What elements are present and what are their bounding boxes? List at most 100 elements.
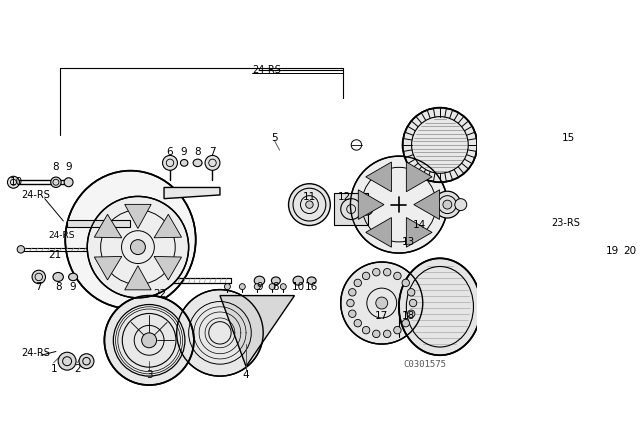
- Text: 7: 7: [209, 147, 216, 157]
- Circle shape: [239, 284, 245, 289]
- Text: 8: 8: [55, 282, 61, 292]
- Text: 15: 15: [561, 133, 575, 142]
- Text: 24-RS: 24-RS: [252, 65, 281, 75]
- Text: 7: 7: [35, 282, 42, 292]
- Circle shape: [254, 284, 260, 289]
- Text: 11: 11: [303, 192, 316, 202]
- Bar: [334, 194, 367, 225]
- Text: 1: 1: [51, 364, 57, 374]
- Text: 8: 8: [195, 147, 201, 157]
- Ellipse shape: [68, 273, 77, 280]
- Text: 24-RS: 24-RS: [21, 190, 50, 200]
- Circle shape: [225, 284, 230, 289]
- Text: 9: 9: [181, 147, 188, 157]
- Circle shape: [347, 299, 354, 307]
- Circle shape: [205, 155, 220, 170]
- Ellipse shape: [399, 258, 481, 355]
- Text: 13: 13: [402, 237, 415, 247]
- Bar: [574, 254, 615, 273]
- Ellipse shape: [53, 272, 63, 281]
- Text: 3: 3: [146, 370, 152, 380]
- Polygon shape: [154, 256, 182, 280]
- Text: 21: 21: [49, 250, 61, 259]
- Circle shape: [131, 240, 145, 254]
- Circle shape: [351, 156, 447, 253]
- Circle shape: [349, 289, 356, 296]
- Polygon shape: [220, 296, 294, 366]
- Polygon shape: [358, 190, 384, 220]
- Circle shape: [51, 177, 61, 187]
- Ellipse shape: [307, 277, 316, 284]
- Circle shape: [163, 155, 177, 170]
- Circle shape: [410, 299, 417, 307]
- Circle shape: [354, 319, 362, 327]
- Polygon shape: [406, 218, 432, 247]
- Text: 19: 19: [606, 246, 620, 256]
- Circle shape: [408, 310, 415, 318]
- Circle shape: [79, 354, 94, 369]
- Text: 12: 12: [338, 192, 351, 202]
- Text: 17: 17: [375, 311, 388, 322]
- Circle shape: [455, 198, 467, 211]
- Circle shape: [394, 272, 401, 280]
- Text: 9: 9: [65, 162, 72, 172]
- Circle shape: [383, 330, 391, 338]
- Text: 23-RS: 23-RS: [552, 218, 580, 228]
- Circle shape: [280, 284, 286, 289]
- Polygon shape: [414, 190, 440, 220]
- Text: 14: 14: [412, 220, 426, 230]
- Circle shape: [361, 203, 373, 215]
- Circle shape: [402, 279, 410, 287]
- Ellipse shape: [254, 276, 265, 285]
- Circle shape: [362, 272, 370, 280]
- Ellipse shape: [65, 171, 196, 309]
- Ellipse shape: [293, 276, 303, 285]
- Circle shape: [340, 262, 423, 344]
- Circle shape: [177, 289, 263, 376]
- Text: 20: 20: [623, 246, 637, 256]
- Circle shape: [64, 178, 73, 187]
- Circle shape: [349, 310, 356, 318]
- Text: 4: 4: [243, 370, 250, 380]
- Circle shape: [403, 108, 477, 182]
- Polygon shape: [125, 266, 151, 290]
- Text: C0301575: C0301575: [403, 360, 447, 369]
- Circle shape: [394, 327, 401, 334]
- Text: 5: 5: [271, 133, 278, 142]
- Circle shape: [269, 284, 275, 289]
- Text: 9: 9: [70, 282, 76, 292]
- Circle shape: [289, 184, 330, 225]
- Bar: [546, 214, 552, 232]
- Circle shape: [402, 319, 410, 327]
- Polygon shape: [67, 220, 131, 227]
- Polygon shape: [164, 187, 220, 198]
- Circle shape: [383, 268, 391, 276]
- Circle shape: [408, 289, 415, 296]
- Circle shape: [306, 201, 313, 208]
- Circle shape: [376, 297, 388, 309]
- Text: 10: 10: [10, 177, 23, 187]
- Polygon shape: [94, 214, 122, 238]
- Circle shape: [443, 200, 452, 209]
- Text: 6: 6: [166, 147, 173, 157]
- Circle shape: [32, 270, 45, 284]
- Text: 24-RS: 24-RS: [21, 348, 50, 358]
- Ellipse shape: [271, 277, 280, 284]
- Circle shape: [104, 296, 194, 385]
- Text: 24-RS: 24-RS: [49, 232, 75, 241]
- Polygon shape: [94, 256, 122, 280]
- Circle shape: [8, 176, 19, 188]
- Polygon shape: [125, 204, 151, 228]
- Text: 16: 16: [305, 282, 318, 292]
- Polygon shape: [406, 162, 432, 192]
- Circle shape: [354, 279, 362, 287]
- Text: 9: 9: [256, 282, 263, 292]
- Circle shape: [141, 333, 157, 348]
- Circle shape: [434, 191, 461, 218]
- Circle shape: [372, 330, 380, 338]
- Polygon shape: [154, 214, 182, 238]
- Polygon shape: [365, 162, 392, 192]
- Circle shape: [17, 246, 24, 253]
- Ellipse shape: [180, 159, 188, 166]
- Circle shape: [58, 352, 76, 370]
